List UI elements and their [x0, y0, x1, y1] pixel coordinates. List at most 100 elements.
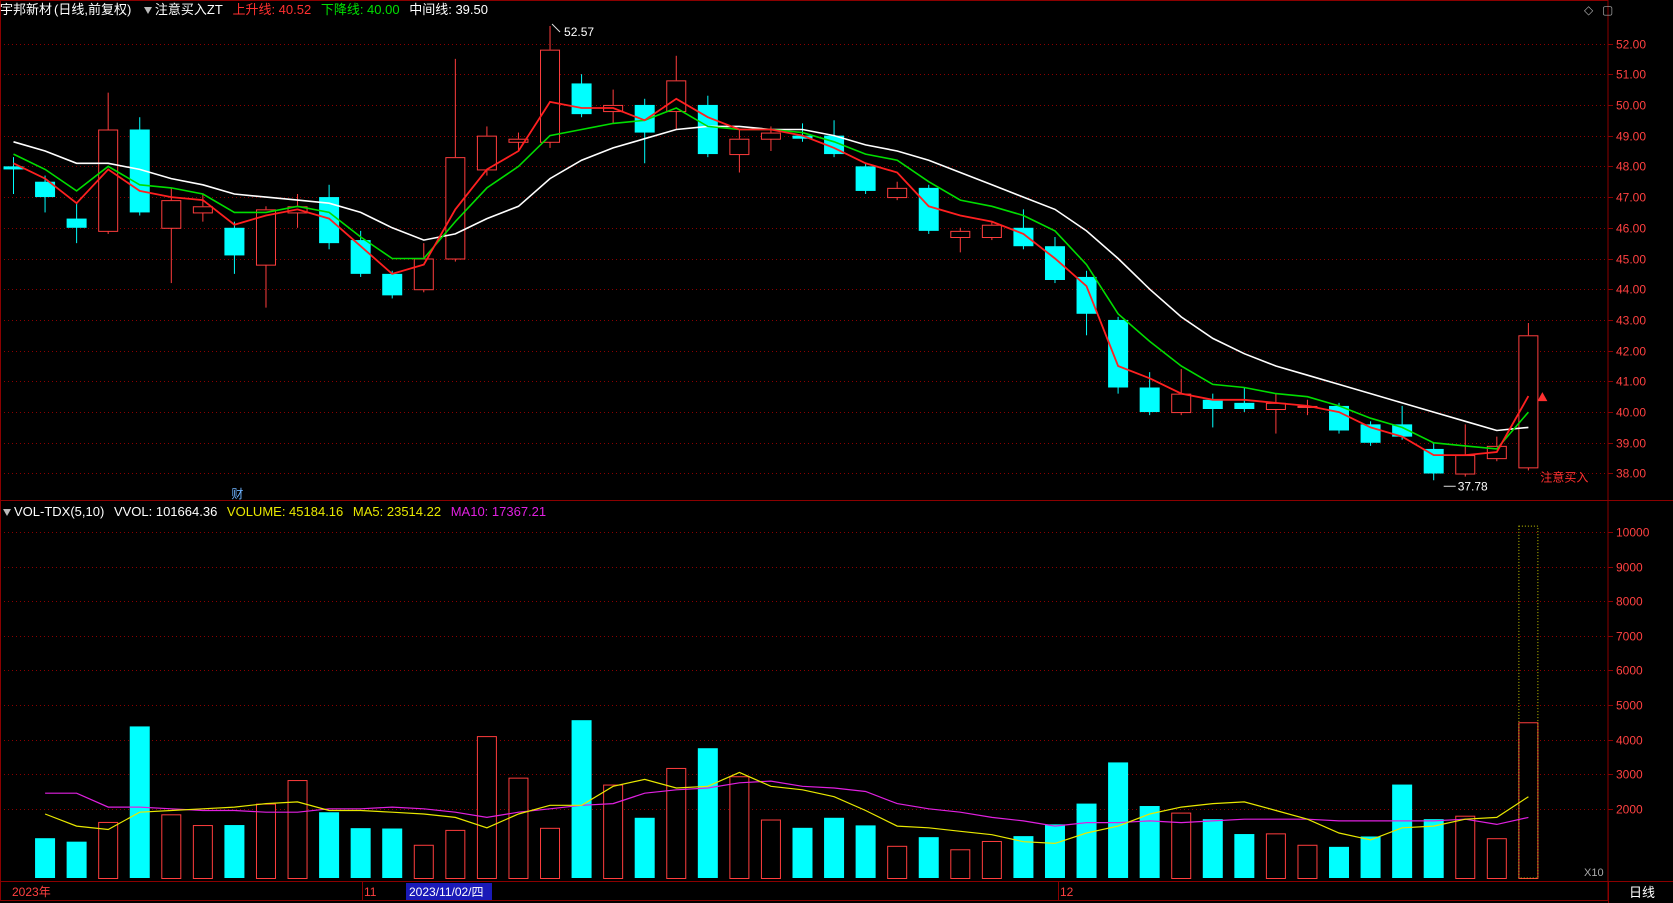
candle-bear	[382, 273, 403, 296]
volume-bar-up	[603, 784, 624, 880]
window-icon[interactable]: ▢	[1602, 3, 1614, 17]
volume-tick-label: 2000	[1616, 803, 1643, 817]
x-cursor-date: 2023/11/02/四	[409, 885, 484, 899]
volume-bar-up	[445, 829, 466, 879]
x-cursor-date-bg	[406, 883, 492, 900]
mid-line-value: 中间线: 39.50	[409, 2, 488, 17]
volume-bar-down	[1392, 784, 1413, 878]
volume-bar-down	[1013, 836, 1034, 878]
low-price-label: 37.78	[1458, 479, 1488, 493]
candle-bear	[1392, 424, 1413, 437]
candle-bear	[1044, 246, 1065, 280]
volume-bar-up	[887, 845, 908, 879]
price-tick-label: 49.00	[1616, 130, 1646, 144]
volume-bar-up	[161, 814, 182, 880]
volume-ma-lines	[44, 771, 1529, 845]
volume-bar-down	[855, 825, 876, 878]
volume-bar-up	[729, 776, 750, 879]
volume-bar-up	[1486, 838, 1507, 880]
volume-bar-up	[1265, 833, 1286, 880]
main-chart-header: 宇邦新材 (日线,前复权) 注意买入ZT 上升线: 40.52 下降线: 40.0…	[0, 0, 494, 20]
dropdown-icon[interactable]	[143, 7, 152, 15]
ma10-line	[45, 780, 1529, 827]
volume-bar-up	[255, 803, 276, 879]
volume-bar-down	[350, 828, 371, 878]
indicator-lines	[13, 97, 1530, 457]
candle-bear	[66, 218, 87, 228]
volume-bar-down	[1423, 819, 1444, 878]
volume-bar-up	[540, 827, 561, 879]
volume-bar-up	[1171, 812, 1192, 880]
ma5-line	[44, 771, 1529, 845]
volume-unit-label: X10	[1584, 867, 1604, 879]
volume-bar-down	[918, 837, 939, 878]
price-tick-label: 44.00	[1616, 283, 1646, 297]
candle-bear	[35, 181, 56, 198]
dropdown-icon[interactable]	[3, 509, 11, 517]
candle-bear	[1139, 387, 1160, 413]
candle-bull	[1171, 393, 1192, 414]
volume-tick-label: 6000	[1616, 664, 1643, 678]
volume-bar-up	[98, 821, 119, 880]
candle-bear	[918, 187, 939, 231]
volume-tick-label: 10000	[1616, 526, 1650, 540]
price-tick-label: 40.00	[1616, 406, 1646, 420]
up-line	[13, 97, 1530, 457]
volume-bar-down	[1360, 836, 1381, 878]
finance-marker: 财	[231, 487, 243, 501]
volume-bar-up	[1518, 722, 1539, 879]
candle-bear	[224, 227, 245, 256]
price-axis: 52.00 51.00 50.00 49.00 48.00 47.00 46.00 45.00…	[1608, 38, 1646, 481]
volume-bar-up	[508, 777, 529, 880]
volume-bar-down	[129, 726, 150, 878]
stock-name[interactable]: 宇邦新材	[0, 2, 53, 17]
volume-bar-down	[1329, 846, 1350, 878]
candle-bear	[855, 166, 876, 191]
price-tick-label: 52.00	[1616, 38, 1646, 52]
period-button[interactable]: 日线	[1629, 885, 1655, 900]
candle-bull	[887, 187, 908, 199]
volume-bar-down	[224, 825, 245, 878]
volume-bar-down	[697, 748, 718, 878]
candle-bear	[697, 104, 718, 155]
period-info: (日线,前复权)	[54, 2, 132, 17]
candle-bear	[3, 166, 24, 170]
volume-bar-up	[981, 840, 1002, 879]
price-tick-label: 38.00	[1616, 467, 1646, 481]
volume-bar-down	[571, 720, 592, 878]
volume-axis: 10000 9000 8000 7000 6000 5000 4000 3000 2000 X10	[1584, 526, 1650, 880]
volume-bar-up	[1297, 844, 1318, 880]
candle-bear	[1329, 405, 1350, 431]
date-axis: 2023年 11 2023/11/02/四 12 日线	[12, 882, 1655, 903]
volume-bars	[35, 525, 1539, 880]
indicator-name[interactable]: 注意买入ZT	[154, 2, 223, 17]
signal-label: 注意买入	[1540, 470, 1588, 485]
price-tick-label: 51.00	[1616, 68, 1646, 82]
down-line-value: 下降线: 40.00	[320, 2, 400, 17]
vvol-bar	[1518, 525, 1539, 879]
price-tick-label: 45.00	[1616, 253, 1646, 267]
volume-bar-up	[287, 780, 308, 880]
candle-bull	[1455, 455, 1476, 475]
vol-indicator-name[interactable]: VOL-TDX(5,10)	[14, 504, 105, 519]
volume-value: VOLUME: 45184.16	[226, 504, 344, 519]
volume-bar-down	[1234, 834, 1255, 878]
volume-tick-label: 9000	[1616, 561, 1643, 575]
mid-line	[13, 125, 1529, 432]
price-tick-label: 39.00	[1616, 437, 1646, 451]
ma10-value: MA10: 17367.21	[450, 504, 547, 519]
volume-bar-down	[1044, 824, 1065, 878]
high-price-label: 52.57	[564, 25, 594, 39]
x-label-nov: 11	[364, 885, 377, 899]
candle-bear	[571, 83, 592, 115]
diamond-icon[interactable]: ◇	[1584, 3, 1594, 17]
candle-bear	[350, 240, 371, 274]
price-tick-label: 48.00	[1616, 160, 1646, 174]
volume-bar-up	[413, 844, 434, 880]
candle-bull	[161, 200, 182, 229]
volume-bar-up	[192, 825, 213, 879]
volume-bar-up	[476, 736, 497, 879]
